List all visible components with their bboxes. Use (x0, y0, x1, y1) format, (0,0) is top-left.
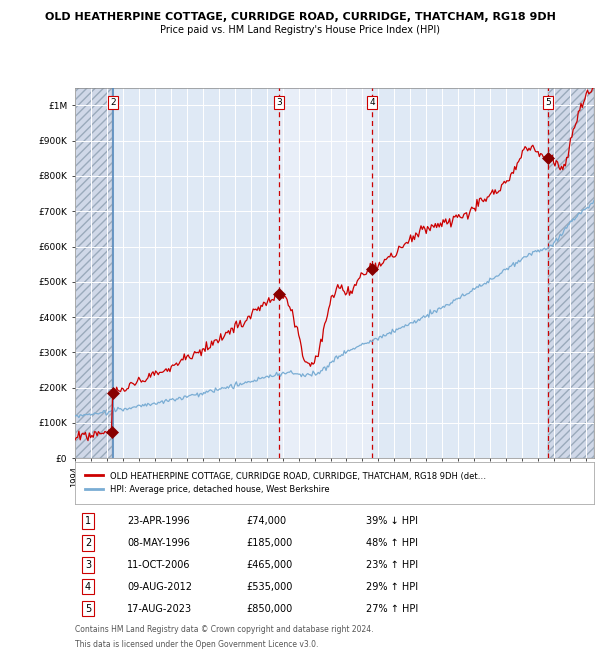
Text: £850,000: £850,000 (246, 603, 293, 614)
Text: 29% ↑ HPI: 29% ↑ HPI (365, 582, 418, 592)
Bar (548, 88, 594, 458)
Text: This data is licensed under the Open Government Licence v3.0.: This data is licensed under the Open Gov… (75, 640, 319, 649)
Text: 3: 3 (276, 98, 282, 107)
Bar (75, 88, 112, 458)
Text: OLD HEATHERPINE COTTAGE, CURRIDGE ROAD, CURRIDGE, THATCHAM, RG18 9DH: OLD HEATHERPINE COTTAGE, CURRIDGE ROAD, … (44, 12, 556, 21)
Text: Contains HM Land Registry data © Crown copyright and database right 2024.: Contains HM Land Registry data © Crown c… (75, 625, 373, 634)
Bar (372, 88, 548, 458)
Text: Price paid vs. HM Land Registry's House Price Index (HPI): Price paid vs. HM Land Registry's House … (160, 25, 440, 34)
Text: 4: 4 (370, 98, 375, 107)
Text: 5: 5 (545, 98, 551, 107)
Text: 11-OCT-2006: 11-OCT-2006 (127, 560, 190, 570)
Text: 3: 3 (85, 560, 91, 570)
Text: 09-AUG-2012: 09-AUG-2012 (127, 582, 192, 592)
Text: 08-MAY-1996: 08-MAY-1996 (127, 538, 190, 548)
Text: 1: 1 (85, 516, 91, 526)
Text: £465,000: £465,000 (246, 560, 293, 570)
Text: 23% ↑ HPI: 23% ↑ HPI (365, 560, 418, 570)
Bar (548, 88, 594, 458)
Text: 2: 2 (110, 98, 115, 107)
Text: 2: 2 (85, 538, 91, 548)
Text: £535,000: £535,000 (246, 582, 293, 592)
Text: 17-AUG-2023: 17-AUG-2023 (127, 603, 192, 614)
Text: 4: 4 (85, 582, 91, 592)
Text: £185,000: £185,000 (246, 538, 293, 548)
Legend: OLD HEATHERPINE COTTAGE, CURRIDGE ROAD, CURRIDGE, THATCHAM, RG18 9DH (det…, HPI:: OLD HEATHERPINE COTTAGE, CURRIDGE ROAD, … (82, 468, 490, 497)
Bar (75, 88, 112, 458)
Text: 27% ↑ HPI: 27% ↑ HPI (365, 603, 418, 614)
Text: 23-APR-1996: 23-APR-1996 (127, 516, 190, 526)
Text: £74,000: £74,000 (246, 516, 286, 526)
Text: 48% ↑ HPI: 48% ↑ HPI (365, 538, 418, 548)
Text: 5: 5 (85, 603, 91, 614)
Bar (113, 88, 279, 458)
Text: 39% ↓ HPI: 39% ↓ HPI (365, 516, 418, 526)
